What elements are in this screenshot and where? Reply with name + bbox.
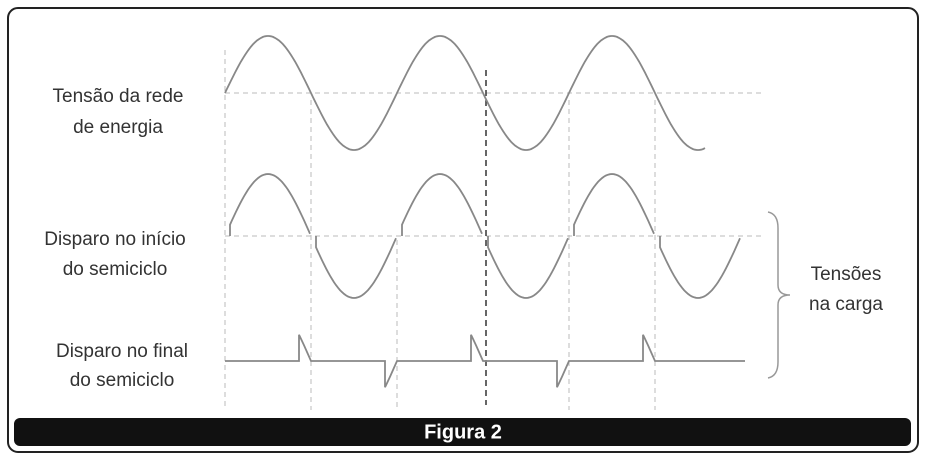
caption-bar: [14, 418, 911, 446]
row-label: do semiciclo: [63, 259, 168, 280]
brace-label: na carga: [809, 294, 883, 315]
row-label: do semiciclo: [70, 370, 175, 391]
guides: [224, 50, 765, 410]
late-fire-wave: [225, 334, 745, 388]
frame: [7, 7, 919, 453]
row-label: Disparo no início: [44, 229, 186, 250]
brace: [767, 211, 791, 379]
row-label: Tensão da rede: [53, 86, 184, 107]
early-fire-wave: [229, 173, 741, 299]
mains-wave: [224, 35, 706, 151]
caption: Figura 2: [424, 421, 502, 443]
brace-label: Tensões: [811, 264, 882, 285]
row-label: de energia: [73, 117, 163, 138]
row-label: Disparo no final: [56, 341, 188, 362]
